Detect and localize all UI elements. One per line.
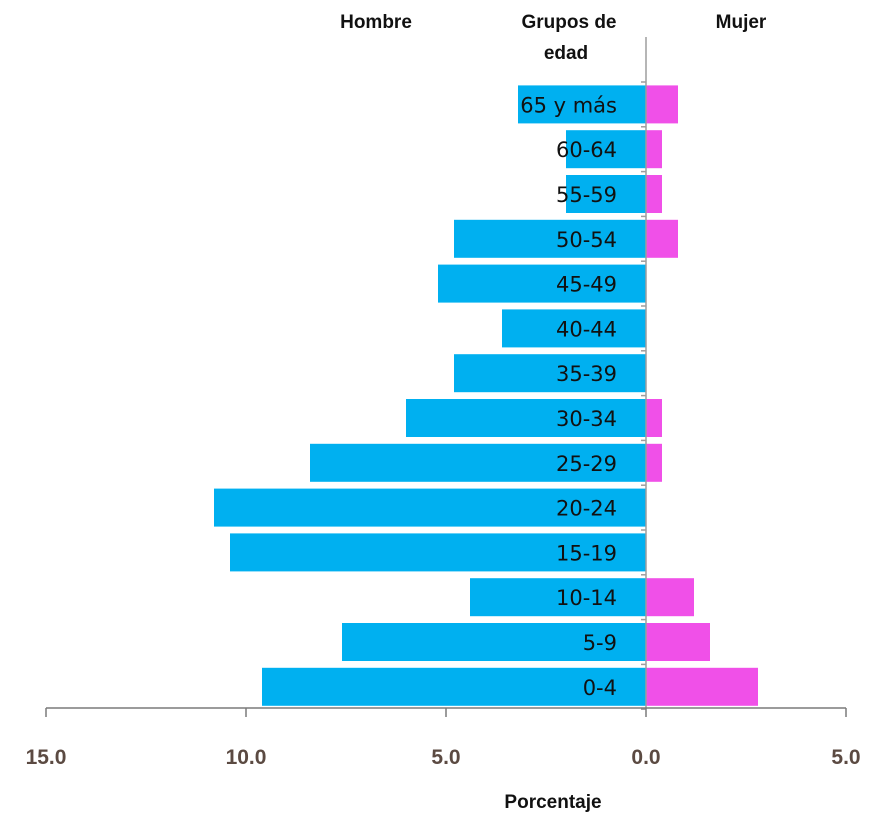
category-label: 35-39 (556, 362, 617, 386)
x-tick-label: 10.0 (226, 746, 267, 769)
bar-mujer-10-14 (646, 578, 694, 616)
bar-mujer-25-29 (646, 444, 662, 482)
bar-mujer-0-4 (646, 668, 758, 706)
x-tick-label: 5.0 (831, 746, 860, 769)
header-grupos-line2: edad (544, 43, 588, 64)
header-mujer: Mujer (716, 12, 767, 33)
category-label: 65 y más (520, 93, 617, 117)
bar-mujer-60-64 (646, 130, 662, 168)
bar-mujer-30-34 (646, 399, 662, 437)
category-label: 10-14 (556, 586, 617, 610)
bar-hombre-35-39 (454, 354, 646, 392)
category-label: 15-19 (556, 541, 617, 565)
category-label: 25-29 (556, 452, 617, 476)
x-tick-label: 0.0 (631, 746, 660, 769)
bar-hombre-50-54 (454, 220, 646, 258)
bar-mujer-5-9 (646, 623, 710, 661)
category-label: 55-59 (556, 183, 617, 207)
header-hombre: Hombre (340, 12, 412, 33)
bar-mujer-65-y-más (646, 85, 678, 123)
bars-group (214, 85, 758, 705)
category-label: 0-4 (583, 676, 617, 700)
category-label: 60-64 (556, 138, 617, 162)
x-tick-label: 15.0 (26, 746, 67, 769)
x-axis-label: Porcentaje (504, 792, 601, 813)
category-label: 50-54 (556, 228, 617, 252)
category-label: 30-34 (556, 407, 617, 431)
category-label: 5-9 (583, 631, 617, 655)
header-grupos-line1: Grupos de (521, 12, 616, 33)
category-label: 45-49 (556, 273, 617, 297)
category-label: 40-44 (556, 317, 617, 341)
bar-mujer-50-54 (646, 220, 678, 258)
x-tick-label: 5.0 (431, 746, 460, 769)
category-label: 20-24 (556, 497, 617, 521)
bar-mujer-55-59 (646, 175, 662, 213)
